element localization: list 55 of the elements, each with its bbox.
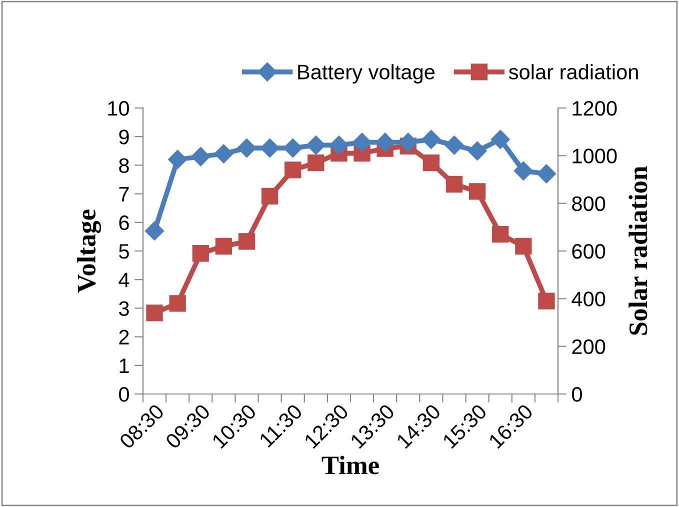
point: [376, 132, 395, 152]
legend-label: Battery voltage: [298, 64, 435, 84]
point: [492, 226, 509, 243]
y2-tick-label: 600: [572, 244, 606, 259]
y-tick-label: 8: [119, 158, 129, 173]
y-tick-label: 7: [119, 187, 129, 202]
y-tick-label: 10: [108, 101, 129, 116]
y-axis-title: Voltage: [76, 210, 102, 293]
y2-tick-label: 1200: [572, 101, 617, 116]
point: [191, 147, 210, 166]
point: [422, 130, 441, 149]
point: [283, 138, 302, 158]
point: [490, 130, 510, 149]
y2-tick-label: 800: [572, 196, 606, 212]
y2-tick-label: 0: [572, 387, 582, 402]
point: [237, 138, 256, 158]
y2-tick-label: 200: [572, 339, 606, 354]
point: [398, 132, 418, 152]
point: [468, 141, 487, 160]
point: [352, 132, 372, 152]
point: [538, 292, 555, 310]
point: [168, 150, 188, 170]
point: [514, 161, 533, 180]
point: [215, 238, 232, 255]
point: [192, 245, 209, 262]
point: [515, 238, 532, 255]
point: [308, 154, 324, 172]
y-tick-label: 5: [119, 244, 129, 259]
point: [306, 136, 326, 155]
point: [329, 136, 349, 155]
y-tick-label: 9: [119, 130, 129, 144]
point: [214, 144, 234, 164]
point: [238, 233, 256, 250]
x-axis-title: Time: [322, 456, 379, 474]
point: [284, 162, 302, 178]
point: [446, 176, 463, 193]
y2-tick-label: 400: [572, 292, 606, 306]
y-tick-label: 0: [119, 387, 129, 402]
y-tick-label: 3: [119, 301, 129, 316]
point: [144, 221, 164, 241]
point: [468, 183, 486, 200]
point: [260, 138, 280, 158]
y-tick-label: 2: [119, 330, 129, 344]
point: [444, 136, 464, 155]
y2-axis-title: Solar radiation: [628, 166, 648, 335]
point: [536, 164, 556, 184]
point: [146, 304, 163, 322]
y2-tick-label: 1000: [572, 148, 617, 164]
point: [261, 188, 278, 205]
point: [422, 154, 440, 172]
point: [169, 295, 186, 312]
y-tick-label: 1: [120, 358, 129, 373]
legend-label: solar radiation: [508, 64, 638, 80]
y-tick-label: 6: [119, 215, 129, 230]
y-tick-label: 4: [118, 272, 130, 288]
